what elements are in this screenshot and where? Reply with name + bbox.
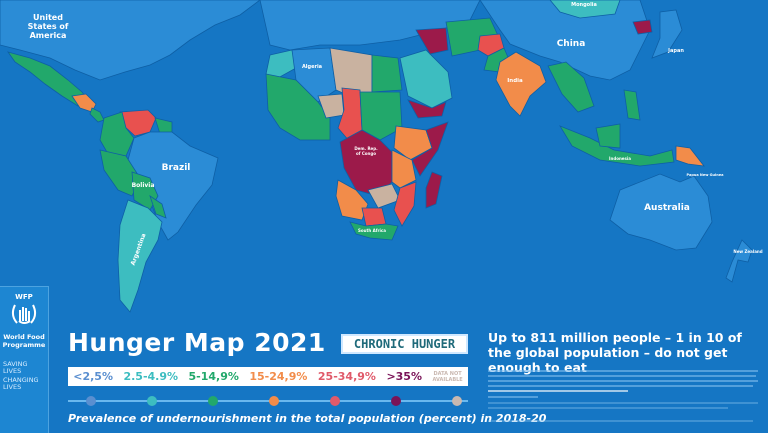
label-algeria: Algeria [302,64,322,70]
label-usa: United [33,13,63,22]
country-peru [99,149,141,197]
wfp-logo-text: WFP [15,293,33,301]
label-drc: Dem. Rep. [354,146,378,151]
motto: SAVING [3,360,28,368]
country-somalia [411,121,449,177]
label-indonesia: Indonesia [609,156,631,161]
country-papua-new-guinea [675,145,705,167]
country-central-america-green [89,107,105,123]
legend-item-2-5-4-9: 2.5-4.9% [123,370,179,383]
org-name-2: Programme [2,341,46,349]
country-madagascar [425,171,443,209]
legend-dot [452,396,462,406]
country-morocco [265,49,297,79]
fine-print-link [488,390,628,392]
country-yemen [407,99,447,119]
country-north-korea [632,19,653,35]
wfp-logo: WFP [6,293,42,329]
country-egypt [371,54,403,93]
headline: Up to 811 million people – 1 in 10 of th… [488,330,742,375]
label-drc-2: of Congo [356,151,376,156]
legend-no-data-line1: DATA NOT [433,370,462,377]
label-brazil: Brazil [162,163,191,173]
label-new-zealand: New Zealand [733,249,762,254]
legend-item-5-14-9: 5-14,9% [188,370,239,383]
country-southeast-asia [547,61,595,113]
country-saudi-arabia [399,49,453,109]
legend-dot [330,396,340,406]
country-colombia [99,111,135,157]
fine-print [488,407,728,409]
label-usa-2: States of [28,22,69,31]
country-borneo [595,123,621,149]
fine-print [488,375,756,377]
country-new-zealand [725,239,753,283]
legend-dot [391,396,401,406]
country-argentina [117,199,163,313]
country-paraguay [149,195,167,219]
country-usa-canada [0,0,261,81]
label-png: Papua New Guinea [687,173,725,177]
country-iraq-syria [415,27,449,55]
chronic-hunger-badge: CHRONIC HUNGER [341,334,468,354]
legend: <2,5% 2.5-4.9% 5-14,9% 15-24,9% 25-34,9%… [68,367,468,386]
country-ethiopia [393,125,433,161]
legend-no-data-line2: AVAILABLE [432,376,463,383]
legend-item-25-34-9: 25-34,9% [317,370,376,383]
country-india [495,51,547,117]
legend-item-lt-2-5: <2,5% [73,370,113,383]
country-angola [335,179,369,221]
motto-2: LIVES [3,367,22,375]
legend-dot [86,396,96,406]
boundary-key [488,420,753,422]
wreath-hand-icon [11,304,37,324]
country-mongolia [549,0,621,19]
motto-4: LIVES [3,383,22,391]
fine-print [488,380,758,382]
country-australia [609,173,713,251]
legend-item-15-24-9: 15-24,9% [249,370,308,383]
fine-print [488,385,753,387]
legend-item-gt-35: >35% [386,370,422,383]
fine-print [488,402,758,404]
label-china: China [557,39,586,49]
country-central-america [71,93,97,113]
label-south-africa: South Africa [358,228,386,233]
label-usa-3: America [30,31,67,40]
fine-print [488,370,758,372]
legend-dot [269,396,279,406]
label-india: India [507,78,523,84]
map-subtitle: Prevalence of undernourishment in the to… [68,412,547,425]
country-mozambique [393,181,417,227]
label-australia: Australia [644,203,690,213]
motto-3: CHANGING [3,376,39,384]
country-philippines [623,89,641,121]
country-japan [651,9,683,59]
country-south-africa [349,221,399,241]
country-sudan [359,91,403,141]
wfp-branding-panel: WFP World Food Programme SAVING LIVES CH… [0,286,49,433]
legend-item-no-data: DATA NOT AVAILABLE [432,371,462,383]
fine-print [488,396,538,398]
country-kenya-tanzania [391,149,417,189]
label-bolivia: Bolivia [132,182,155,189]
label-japan: Japan [667,48,684,54]
map-title: Hunger Map 2021 [68,328,326,357]
org-name: World Food [3,333,45,341]
region-europe [259,0,481,51]
country-botswana [361,207,387,227]
legend-dot [208,396,218,406]
legend-dots-line [68,396,468,406]
label-mongolia: Mongolia [571,2,597,8]
legend-dot [147,396,157,406]
region-west-africa [265,73,331,141]
